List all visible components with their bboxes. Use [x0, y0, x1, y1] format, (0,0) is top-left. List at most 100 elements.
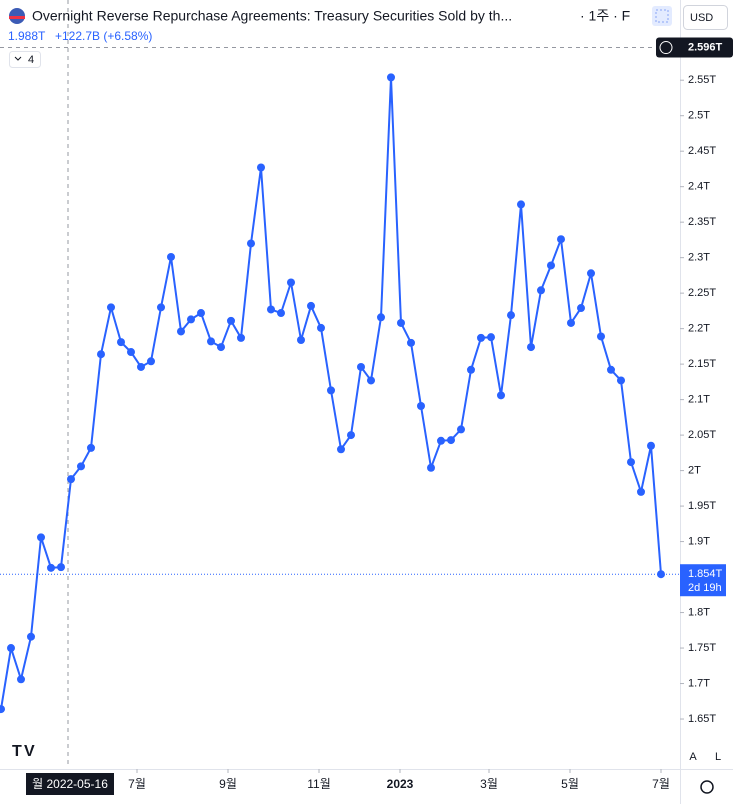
crosshair-price-box — [656, 37, 733, 58]
point — [137, 362, 145, 371]
point — [587, 269, 595, 278]
point — [227, 316, 235, 325]
plot — [0, 0, 680, 768]
point — [67, 475, 75, 484]
y-tick-label: 2.1T — [688, 394, 710, 406]
point — [417, 402, 425, 411]
point — [297, 335, 305, 344]
point — [257, 163, 265, 172]
add-icon — [659, 41, 673, 55]
point — [537, 286, 545, 295]
point — [627, 458, 635, 467]
point — [477, 333, 485, 342]
y-tick-label: 1.65T — [688, 713, 716, 725]
point — [187, 315, 195, 324]
y-tick-label: 1.7T — [688, 677, 710, 689]
point — [247, 239, 255, 248]
point — [7, 644, 15, 653]
point — [527, 343, 535, 352]
point — [337, 445, 345, 454]
point — [237, 333, 245, 342]
flag-stripe — [9, 16, 25, 19]
point — [167, 252, 175, 261]
point — [367, 376, 375, 385]
point — [157, 303, 165, 312]
point — [637, 487, 645, 496]
point — [197, 309, 205, 318]
point — [427, 463, 435, 472]
point — [87, 443, 95, 452]
x-tick-label: 3월 — [480, 777, 498, 791]
point — [0, 705, 5, 714]
currency: USD — [690, 12, 713, 24]
y-tick-label: 1.75T — [688, 642, 716, 654]
settings-icon[interactable] — [700, 780, 714, 794]
x-tick-label: 2023 — [387, 777, 414, 791]
y-tick-label: 2.2T — [688, 323, 710, 335]
select-button[interactable] — [652, 6, 672, 26]
y-tick-label: 1.8T — [688, 606, 710, 618]
point — [407, 338, 415, 347]
y-tick-label: 2.35T — [688, 216, 716, 228]
point — [547, 261, 555, 270]
point — [107, 303, 115, 312]
point — [397, 318, 405, 327]
y-tick-label: 2.25T — [688, 287, 716, 299]
crosshair-price: 2.596T — [688, 41, 723, 53]
select-icon — [655, 9, 669, 23]
y-tick-label: 2T — [688, 465, 701, 477]
last-price: 1.854T — [688, 568, 723, 580]
chevron — [14, 56, 22, 61]
header: Overnight Reverse Repurchase Agreements:… — [8, 5, 728, 68]
collapse-box[interactable] — [9, 51, 41, 68]
change: +122.7B (+6.58%) — [55, 29, 152, 43]
point — [277, 309, 285, 318]
point — [47, 563, 55, 572]
x-tick-label: 11월 — [307, 777, 331, 791]
crosshair-date: 월 2022-05-16 — [32, 777, 108, 791]
crosshair-date-box — [26, 773, 114, 795]
auto-button[interactable] — [684, 746, 703, 767]
point — [147, 357, 155, 366]
y-tick-label: 2.15T — [688, 358, 716, 370]
point — [347, 431, 355, 440]
series-title[interactable]: Overnight Reverse Repurchase Agreements:… — [32, 8, 512, 24]
point — [217, 343, 225, 352]
point — [287, 278, 295, 287]
point — [507, 311, 515, 320]
x-tick-label: 5월 — [561, 777, 579, 791]
interval[interactable]: · 1주 · F — [580, 8, 630, 24]
y-tick-label: 2.5T — [688, 110, 710, 122]
y-tick-label: 1.95T — [688, 500, 716, 512]
point — [307, 301, 315, 310]
point — [577, 304, 585, 313]
point — [387, 73, 395, 82]
point — [117, 338, 125, 347]
collapse-count: 4 — [28, 54, 34, 66]
currency-box[interactable] — [683, 5, 728, 30]
x-tick-label: 7월 — [652, 777, 670, 791]
countdown: 2d 19h — [688, 582, 722, 594]
footer: T V A L — [12, 743, 721, 794]
point — [37, 533, 45, 542]
point — [467, 365, 475, 374]
last-price-box — [680, 564, 726, 597]
point — [607, 365, 615, 374]
point — [377, 313, 385, 322]
point — [597, 332, 605, 341]
point — [447, 436, 455, 445]
point — [267, 305, 275, 314]
point — [487, 333, 495, 342]
x-tick-label: 7월 — [128, 777, 146, 791]
point — [127, 348, 135, 357]
point — [437, 436, 445, 445]
log: L — [715, 751, 721, 763]
y-tick-label: 2.4T — [688, 181, 710, 193]
point — [457, 425, 465, 434]
point — [17, 675, 25, 684]
point — [77, 462, 85, 471]
point — [57, 563, 65, 572]
price: 1.988T — [8, 29, 46, 43]
y-tick-label: 2.05T — [688, 429, 716, 441]
